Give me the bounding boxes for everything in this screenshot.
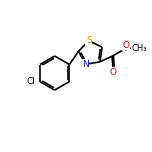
Text: O: O xyxy=(123,41,130,50)
Text: Cl: Cl xyxy=(27,77,36,86)
Text: O: O xyxy=(109,68,116,77)
Text: CH₃: CH₃ xyxy=(132,44,147,53)
Text: N: N xyxy=(82,60,89,69)
Text: S: S xyxy=(86,36,92,45)
